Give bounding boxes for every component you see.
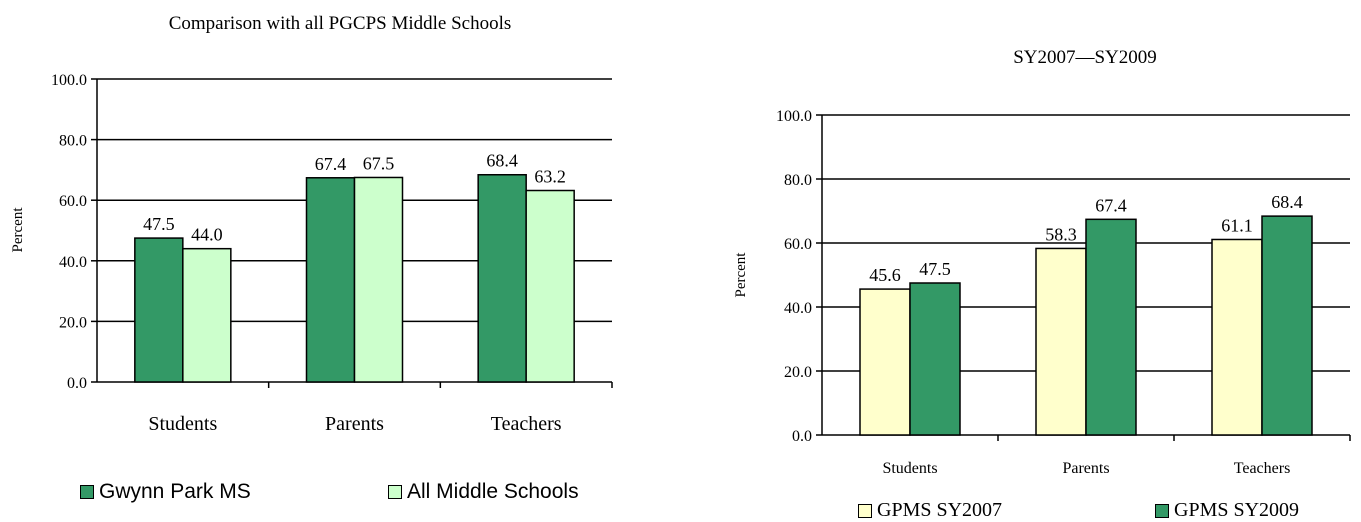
chart2-data-label: 47.5 (919, 259, 951, 279)
chart1-y-tick-label: 60.0 (59, 193, 87, 210)
chart2-bar-parents-s1 (1085, 218, 1137, 436)
chart1-legend-swatch-0 (80, 485, 94, 499)
chart1-y-tick-label: 100.0 (51, 72, 87, 89)
chart1-bar-teachers-s0 (477, 173, 527, 383)
chart1-x-tick-label: Parents (325, 413, 384, 435)
chart2-plot: 0.0 20.0 40.0 60.0 80.0 100.0 45.6 47.5 Students… (776, 108, 1351, 477)
chart1-legend-item-1: All Middle Schools (388, 480, 579, 504)
chart1-x-tick-label: Teachers (491, 413, 562, 435)
chart1-bar-parents-s1 (353, 176, 404, 383)
chart2-y-axis-label: Percent (733, 252, 749, 298)
chart2-data-label: 67.4 (1095, 195, 1127, 215)
chart2-legend-swatch-0 (858, 503, 872, 518)
chart1-y-tick-label: 40.0 (59, 254, 87, 271)
chart1-y-axis-label: Percent (10, 207, 26, 253)
chart1-legend-item-0: Gwynn Park MS (80, 480, 251, 504)
chart2-x-tick-label: Teachers (1234, 460, 1291, 477)
chart2-title: SY2007—SY2009 (1013, 47, 1157, 68)
chart1-y-tick-label: 80.0 (59, 133, 87, 150)
chart2-data-label: 68.4 (1271, 192, 1303, 212)
chart2-y-tick-label: 0.0 (792, 428, 812, 445)
chart2-x-tick-label: Students (882, 460, 937, 477)
chart1-data-label: 63.2 (534, 167, 566, 187)
chart1-title: Comparison with all PGCPS Middle Schools (169, 13, 512, 34)
chart2-y-tick-label: 100.0 (776, 108, 812, 125)
chart1-legend-swatch-1 (388, 485, 402, 499)
chart2-data-label: 45.6 (869, 265, 901, 285)
chart1-bar-students-s1 (182, 247, 232, 383)
chart2-data-label: 61.1 (1221, 215, 1253, 235)
chart1-x-tick-label: Students (148, 413, 217, 435)
chart1-data-label: 67.5 (363, 153, 395, 173)
chart2-bar-students-s0 (859, 288, 911, 436)
chart1-plot: 0.0 20.0 40.0 60.0 80.0 100.0 47.5 44.0 Students… (51, 72, 613, 435)
chart2-legend-item-0: GPMS SY2007 (858, 499, 1002, 522)
chart2-y-tick-label: 20.0 (784, 364, 812, 381)
chart1-bar-students-s0 (134, 237, 184, 383)
chart2-y-tick-label: 60.0 (784, 236, 812, 253)
chart2-x-tick-label: Parents (1062, 460, 1109, 477)
chart2-bar-teachers-s1 (1261, 215, 1313, 436)
chart1-data-label: 68.4 (486, 151, 518, 171)
chart1-data-label: 67.4 (315, 154, 347, 174)
chart2-data-label: 58.3 (1045, 224, 1077, 244)
chart2-legend-label-1: GPMS SY2009 (1174, 499, 1300, 521)
chart2-bar-parents-s0 (1035, 247, 1087, 436)
chart1-legend-label-1: All Middle Schools (407, 480, 579, 503)
chart1-y-tick-label: 0.0 (67, 375, 87, 392)
chart1-y-tick-label: 20.0 (59, 314, 87, 331)
chart1-legend-label-0: Gwynn Park MS (99, 480, 251, 503)
chart2-bar-teachers-s0 (1211, 238, 1263, 436)
chart2-y-tick-label: 40.0 (784, 300, 812, 317)
chart1-bar-parents-s0 (305, 177, 356, 383)
chart2-legend-label-0: GPMS SY2007 (877, 499, 1003, 521)
chart1-bar-teachers-s1 (525, 189, 575, 383)
chart1-data-label: 47.5 (143, 214, 175, 234)
chart2-bar-students-s1 (909, 282, 961, 436)
chart2-legend-item-1: GPMS SY2009 (1155, 499, 1299, 522)
chart2-y-tick-label: 80.0 (784, 172, 812, 189)
chart1-data-label: 44.0 (191, 225, 223, 245)
chart2-legend-swatch-1 (1155, 503, 1169, 518)
